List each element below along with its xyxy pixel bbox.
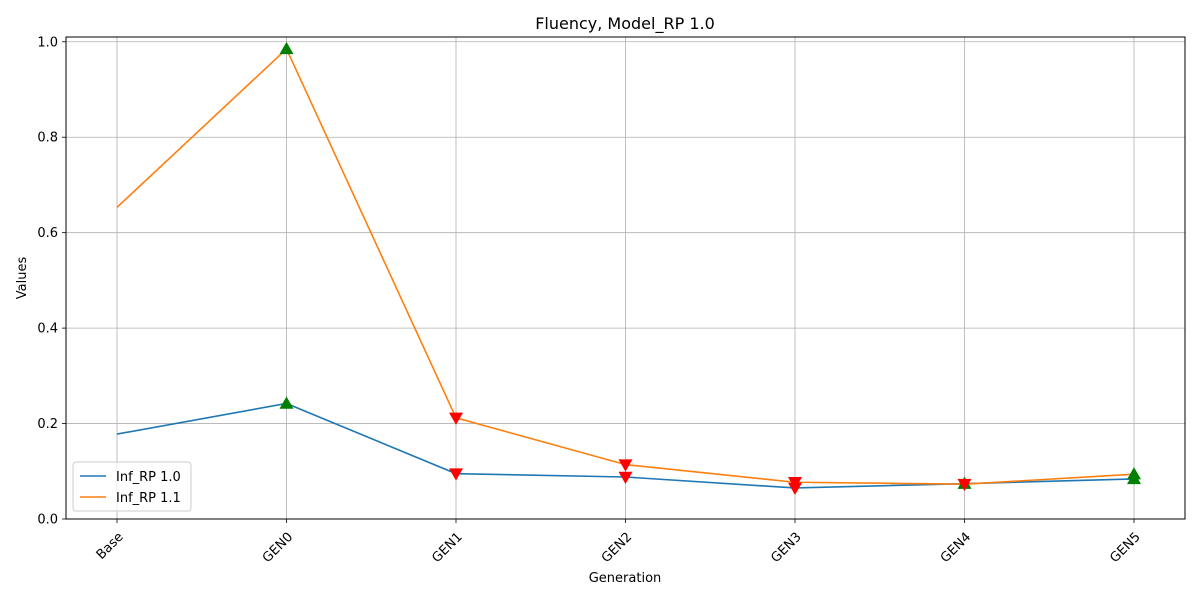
y-tick-label: 0.6 <box>37 226 58 241</box>
y-axis-ticks: 0.0 0.2 0.4 0.6 0.8 1.0 <box>37 35 66 528</box>
y-tick-label: 1.0 <box>37 35 58 50</box>
legend-box <box>72 461 192 512</box>
marker-up-series-1 <box>279 396 294 409</box>
marker-down-series-2 <box>788 477 802 490</box>
chart-title: Fluency, Model_RP 1.0 <box>535 14 715 34</box>
y-tick-label: 0.2 <box>37 417 58 432</box>
marker-down-series-2 <box>618 459 633 472</box>
marker-down-series-1 <box>449 468 463 481</box>
x-axis-label: Generation <box>589 571 662 586</box>
legend: Inf_RP 1.0 Inf_RP 1.1 <box>72 461 192 512</box>
y-tick-label: 0.4 <box>37 322 58 337</box>
y-tick-label: 0.0 <box>37 513 58 528</box>
y-tick-label: 0.8 <box>37 131 58 146</box>
marker-down-series-1 <box>618 471 633 485</box>
legend-label-series-1: Inf_RP 1.0 <box>116 470 181 485</box>
marker-up-series-2 <box>279 41 294 55</box>
legend-label-series-2: Inf_RP 1.1 <box>116 491 181 506</box>
marker-up-series-2 <box>1127 467 1141 480</box>
marker-down-series-2 <box>449 412 463 425</box>
series-markers <box>279 41 1141 495</box>
marker-down-series-2 <box>957 478 972 492</box>
y-axis-label: Values <box>15 257 30 300</box>
